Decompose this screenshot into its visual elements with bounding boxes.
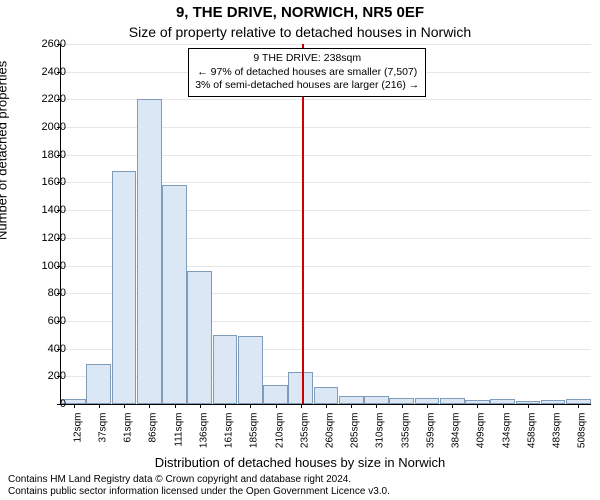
xtick-mark: [124, 404, 125, 408]
histogram-bar: [339, 396, 364, 404]
histogram-bar: [112, 171, 137, 404]
xtick-mark: [250, 404, 251, 408]
xtick-mark: [503, 404, 504, 408]
footer-line-1: Contains HM Land Registry data © Crown c…: [8, 474, 390, 486]
xtick-mark: [200, 404, 201, 408]
xtick-label: 384sqm: [451, 410, 462, 449]
xtick-label: 285sqm: [350, 410, 361, 449]
reference-line: [302, 44, 304, 404]
histogram-bar: [137, 99, 162, 404]
histogram-bar: [263, 385, 288, 404]
ytick-label: 1000: [26, 260, 66, 272]
ytick-label: 2000: [26, 121, 66, 133]
ytick-label: 0: [26, 398, 66, 410]
footer-text: Contains HM Land Registry data © Crown c…: [8, 474, 390, 498]
histogram-bar: [187, 271, 212, 404]
xtick-label: 483sqm: [552, 410, 563, 449]
xtick-label: 235sqm: [299, 410, 310, 449]
xtick-mark: [477, 404, 478, 408]
ytick-label: 1600: [26, 176, 66, 188]
histogram-bar: [162, 185, 187, 404]
chart-container: 9, THE DRIVE, NORWICH, NR5 0EF Size of p…: [0, 0, 600, 500]
annotation-line: 9 THE DRIVE: 238sqm: [195, 52, 419, 66]
xtick-mark: [99, 404, 100, 408]
plot-area: 12sqm37sqm61sqm86sqm111sqm136sqm161sqm18…: [60, 44, 591, 405]
annotation-box: 9 THE DRIVE: 238sqm← 97% of detached hou…: [188, 48, 426, 97]
ytick-label: 1800: [26, 149, 66, 161]
annotation-line: ← 97% of detached houses are smaller (7,…: [195, 66, 419, 80]
xtick-mark: [225, 404, 226, 408]
xtick-mark: [452, 404, 453, 408]
xtick-label: 86sqm: [148, 410, 159, 443]
xtick-label: 37sqm: [97, 410, 108, 443]
xtick-label: 359sqm: [425, 410, 436, 449]
y-axis-label: Number of detached properties: [0, 61, 10, 240]
xtick-label: 185sqm: [249, 410, 260, 449]
xtick-mark: [326, 404, 327, 408]
xtick-mark: [427, 404, 428, 408]
ytick-label: 600: [26, 315, 66, 327]
histogram-bar: [238, 336, 263, 404]
page-subtitle: Size of property relative to detached ho…: [0, 24, 600, 40]
xtick-label: 458sqm: [526, 410, 537, 449]
page-title: 9, THE DRIVE, NORWICH, NR5 0EF: [0, 4, 600, 21]
footer-line-2: Contains public sector information licen…: [8, 486, 390, 498]
ytick-label: 2600: [26, 38, 66, 50]
xtick-mark: [376, 404, 377, 408]
xtick-label: 434sqm: [501, 410, 512, 449]
xtick-mark: [553, 404, 554, 408]
ytick-label: 2200: [26, 93, 66, 105]
x-axis-label: Distribution of detached houses by size …: [0, 455, 600, 470]
xtick-label: 161sqm: [224, 410, 235, 449]
xtick-mark: [74, 404, 75, 408]
ytick-label: 1200: [26, 232, 66, 244]
xtick-mark: [276, 404, 277, 408]
xtick-label: 111sqm: [173, 410, 184, 447]
xtick-label: 210sqm: [274, 410, 285, 449]
xtick-mark: [175, 404, 176, 408]
xtick-label: 61sqm: [123, 410, 134, 443]
annotation-line: 3% of semi-detached houses are larger (2…: [195, 79, 419, 93]
histogram-bar: [86, 364, 111, 404]
histogram-bar: [364, 396, 389, 404]
xtick-mark: [149, 404, 150, 408]
xtick-mark: [301, 404, 302, 408]
xtick-label: 409sqm: [476, 410, 487, 449]
ytick-label: 400: [26, 343, 66, 355]
xtick-mark: [578, 404, 579, 408]
xtick-mark: [402, 404, 403, 408]
xtick-label: 12sqm: [72, 410, 83, 443]
xtick-label: 335sqm: [400, 410, 411, 449]
histogram-bar: [288, 372, 313, 404]
grid-line: [61, 44, 591, 45]
ytick-label: 800: [26, 287, 66, 299]
ytick-label: 2400: [26, 66, 66, 78]
xtick-mark: [351, 404, 352, 408]
xtick-label: 136sqm: [198, 410, 209, 449]
xtick-label: 260sqm: [325, 410, 336, 449]
ytick-label: 200: [26, 370, 66, 382]
xtick-label: 310sqm: [375, 410, 386, 449]
ytick-label: 1400: [26, 204, 66, 216]
xtick-label: 508sqm: [577, 410, 588, 449]
xtick-mark: [528, 404, 529, 408]
histogram-bar: [213, 335, 238, 404]
histogram-bar: [314, 387, 339, 404]
